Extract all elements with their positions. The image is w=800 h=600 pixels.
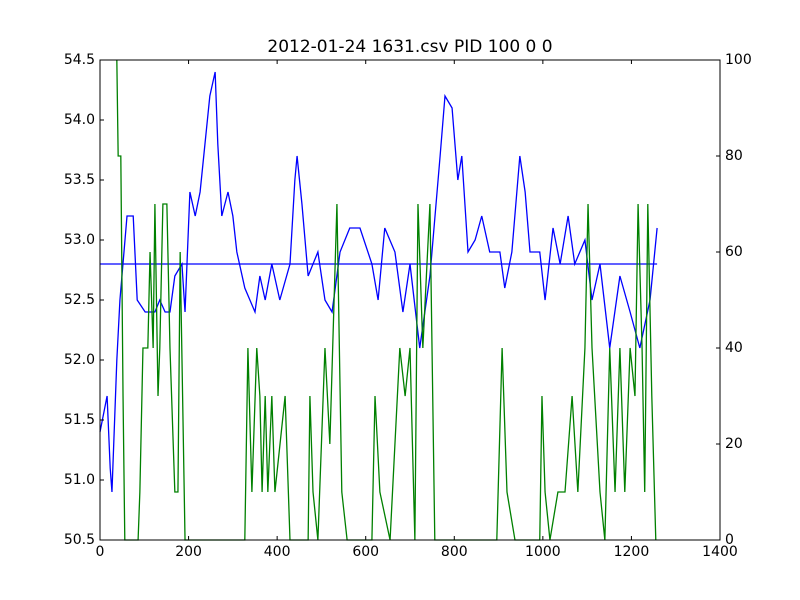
- x-tick-label: 400: [264, 544, 291, 560]
- y2-tick-label: 0: [725, 532, 734, 548]
- y2-tick-label: 40: [725, 340, 743, 356]
- y-tick-label: 52.5: [64, 292, 95, 308]
- y-tick-label: 53.0: [64, 232, 95, 248]
- y2-tick-label: 80: [725, 148, 743, 164]
- x-tick-label: 800: [441, 544, 468, 560]
- chart-title: 2012-01-24 1631.csv PID 100 0 0: [267, 37, 552, 57]
- x-tick-label: 1400: [702, 544, 738, 560]
- y-tick-label: 54.5: [64, 52, 95, 68]
- y2-tick-label: 100: [725, 52, 752, 68]
- series-line: [99, 71, 658, 493]
- y-tick-label: 53.5: [64, 172, 95, 188]
- y-tick-label: 51.5: [64, 412, 95, 428]
- x-tick-label: 0: [96, 544, 105, 560]
- x-tick-label: 1200: [614, 544, 650, 560]
- y-tick-label: 51.0: [64, 472, 95, 488]
- x-tick-label: 200: [175, 544, 202, 560]
- x-tick-label: 1000: [525, 544, 561, 560]
- y-tick-label: 50.5: [64, 532, 95, 548]
- y-tick-label: 54.0: [64, 112, 95, 128]
- y-tick-label: 52.0: [64, 352, 95, 368]
- x-tick-label: 600: [352, 544, 379, 560]
- y2-tick-label: 60: [725, 244, 743, 260]
- y2-tick-label: 20: [725, 436, 743, 452]
